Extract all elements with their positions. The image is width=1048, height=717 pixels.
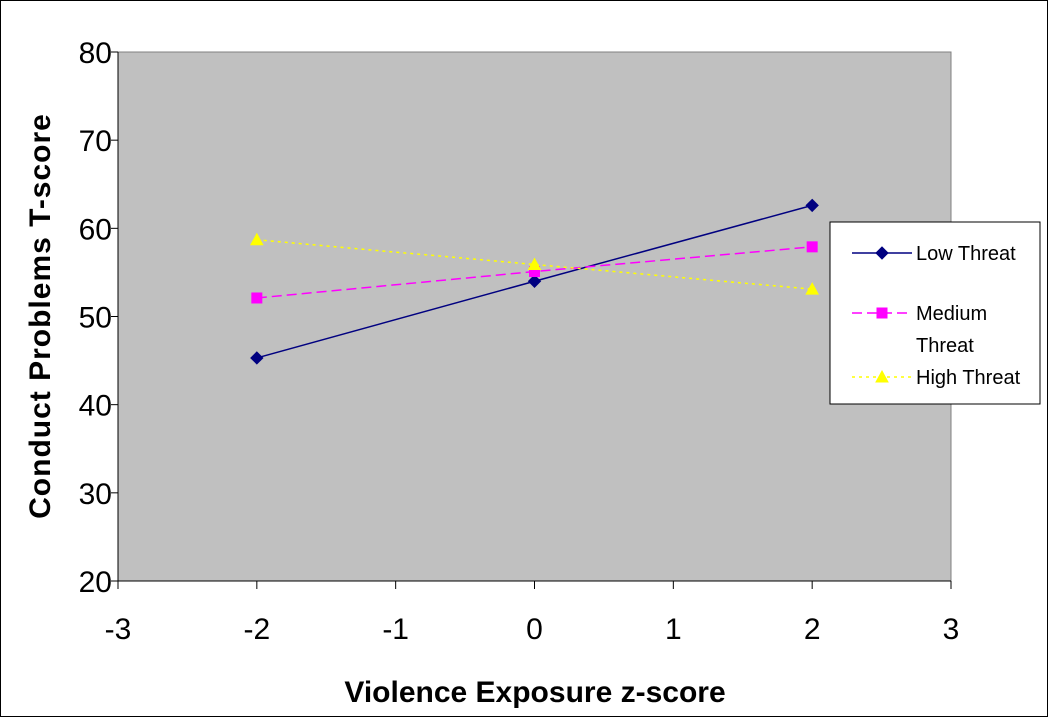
x-tick-label: -3 <box>105 613 132 646</box>
series-high-threat <box>249 232 820 295</box>
data-point-high-threat <box>527 257 542 270</box>
plot-area <box>117 51 952 582</box>
x-tick-label: 0 <box>526 613 543 646</box>
y-tick-label: 80 <box>79 37 112 70</box>
data-point-low-threat <box>250 351 264 365</box>
y-axis-title: Conduct Problems T-score <box>24 113 57 519</box>
legend-entry-low-threat: Low Threat <box>852 243 1016 265</box>
legend-entry-medium-threat: Medium Threat <box>852 303 987 357</box>
legend-entry-high-threat: High Threat <box>852 367 1021 389</box>
y-tick-label: 60 <box>79 213 112 246</box>
x-tick-label: -1 <box>382 613 409 646</box>
data-point-high-threat <box>249 232 264 246</box>
x-tick-label: 1 <box>665 613 682 646</box>
axes <box>111 51 952 589</box>
y-tick-label: 30 <box>79 478 112 511</box>
data-point-low-threat <box>527 274 542 288</box>
x-tick-label: 3 <box>943 613 960 646</box>
data-point-medium-threat <box>806 241 818 253</box>
series-line-high-threat <box>256 239 813 290</box>
legend-marker <box>875 369 889 383</box>
y-tick-label: 70 <box>79 125 112 158</box>
x-axis-title: Violence Exposure z-score <box>344 676 725 709</box>
y-tick-label: 20 <box>79 566 112 599</box>
legend-marker <box>876 307 888 319</box>
y-tick-label: 50 <box>79 302 112 335</box>
legend: Low Threat Medium Threat High Threat <box>829 221 1041 405</box>
series-layer <box>249 198 820 365</box>
legend-label: High Threat <box>916 367 1021 389</box>
data-point-high-threat <box>805 282 820 295</box>
x-tick-label: -2 <box>243 613 270 646</box>
y-tick-label: 40 <box>79 390 112 423</box>
legend-label: Medium Threat <box>916 303 987 357</box>
legend-marker <box>875 246 889 260</box>
data-point-low-threat <box>805 198 819 213</box>
x-tick-label: 2 <box>804 613 821 646</box>
series-low-threat <box>250 198 819 365</box>
data-point-medium-threat <box>251 292 263 304</box>
tick-labels: 20 30 40 50 60 70 80 -3 -2 -1 0 1 2 3 <box>79 37 960 646</box>
legend-label: Low Threat <box>916 243 1016 265</box>
